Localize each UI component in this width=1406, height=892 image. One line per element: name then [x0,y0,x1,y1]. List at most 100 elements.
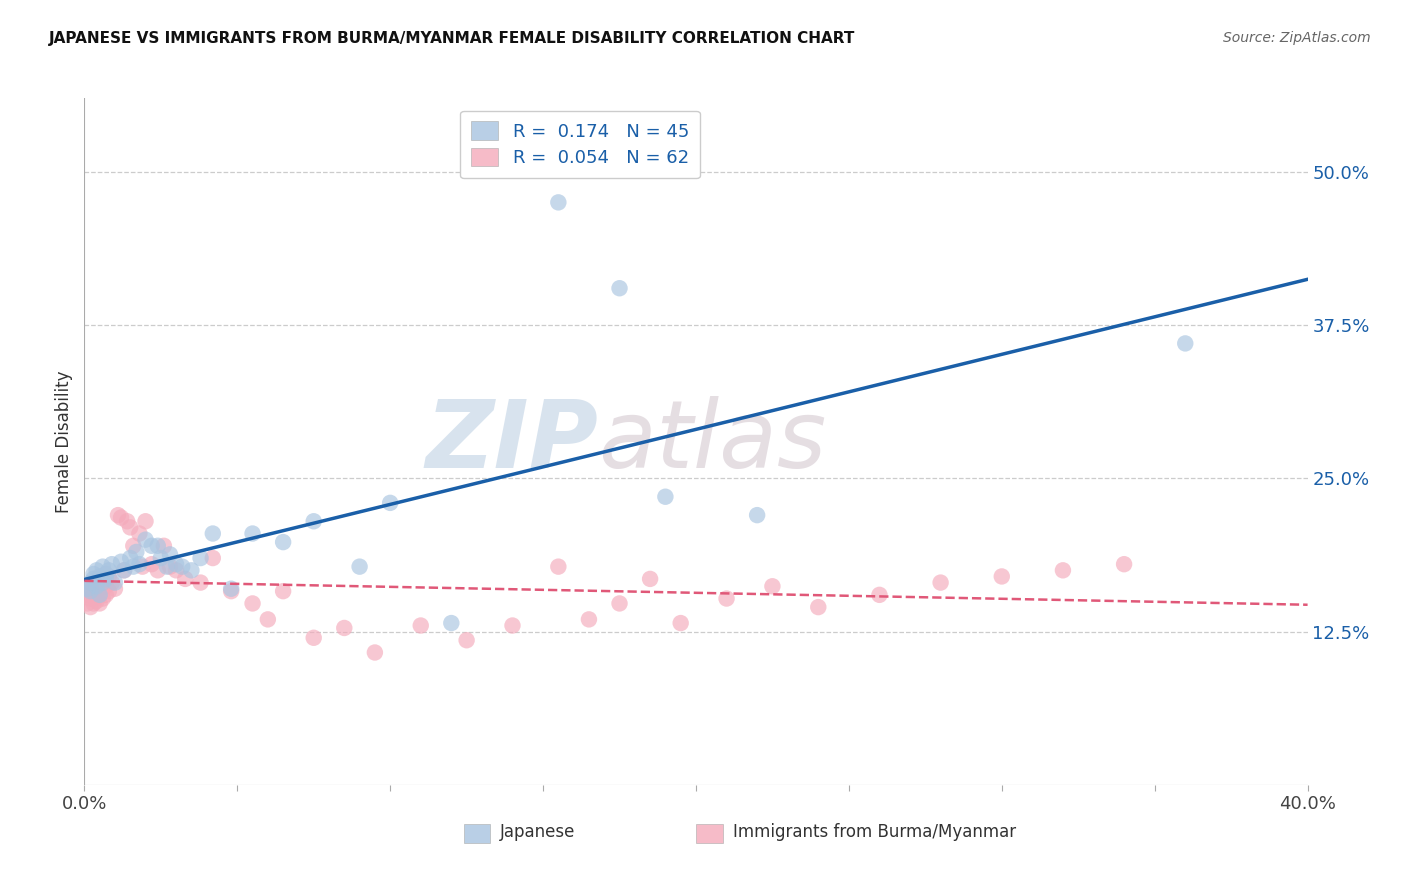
Point [79,575,101,590]
Point [79,591,101,606]
Text: JAPANESE VS IMMIGRANTS FROM BURMA/MYANMAR FEMALE DISABILITY CORRELATION CHART: JAPANESE VS IMMIGRANTS FROM BURMA/MYANMA… [49,31,856,46]
Point [180,563,202,577]
Point [364,646,387,660]
Point [242,596,264,610]
Point [172,559,194,574]
Point [94,567,117,582]
Point [91,572,114,586]
Point [654,490,676,504]
Point [86,563,108,577]
Point [165,563,187,577]
Point [128,526,150,541]
Point [609,281,631,295]
Point [89,588,111,602]
Point [333,621,356,635]
Point [89,569,111,583]
Point [190,575,212,590]
Point [149,551,172,566]
Point [146,563,169,577]
Point [76,588,98,602]
Point [135,514,157,528]
Point [174,572,197,586]
Point [190,551,212,566]
Point [1114,557,1136,572]
Point [110,555,132,569]
Point [89,588,111,602]
Point [578,612,600,626]
Point [115,514,138,528]
Text: Japanese: Japanese [501,822,575,840]
Y-axis label: Female Disability: Female Disability [55,370,73,513]
Point [991,569,1014,583]
Point [79,600,101,615]
Point [79,584,101,599]
Point [747,508,769,523]
Point [440,615,463,630]
Point [242,526,264,541]
Point [104,582,127,596]
Point [89,579,111,593]
Point [165,557,187,572]
Point [86,579,108,593]
Point [547,195,569,210]
Legend: R =  0.174   N = 45, R =  0.054   N = 62: R = 0.174 N = 45, R = 0.054 N = 62 [460,111,700,178]
Point [122,559,145,574]
FancyBboxPatch shape [464,824,491,843]
Point [716,591,738,606]
Point [761,579,783,593]
Point [271,584,294,599]
Text: ZIP: ZIP [425,395,598,488]
Point [380,496,402,510]
Point [86,584,108,599]
Text: atlas: atlas [598,396,827,487]
Point [83,596,105,610]
Point [156,559,179,574]
Point [638,572,661,586]
Point [1052,563,1074,577]
Point [302,631,325,645]
Point [91,575,114,590]
Point [83,567,105,582]
FancyBboxPatch shape [696,824,723,843]
Point [159,548,181,562]
Point [456,633,478,648]
Point [125,545,148,559]
Point [219,582,242,596]
Point [94,579,117,593]
Point [94,588,117,602]
Point [219,584,242,599]
Point [110,510,132,524]
Point [86,575,108,590]
Point [271,535,294,549]
Point [1174,336,1197,351]
Point [83,572,105,586]
Point [94,572,117,586]
Point [502,618,524,632]
Point [153,539,176,553]
Point [807,600,830,615]
Point [141,557,163,572]
Text: Immigrants from Burma/Myanmar: Immigrants from Burma/Myanmar [733,822,1015,840]
Point [349,559,371,574]
Point [91,559,114,574]
Point [101,575,124,590]
Point [91,591,114,606]
Point [86,594,108,608]
Point [159,559,181,574]
Point [76,582,98,596]
Point [869,588,891,602]
Point [201,526,224,541]
Point [141,539,163,553]
Point [79,582,101,596]
Point [146,539,169,553]
Point [128,557,150,572]
Point [120,551,142,566]
Point [257,612,280,626]
Point [97,584,120,599]
Point [120,520,142,534]
Point [107,508,129,523]
Point [135,533,157,547]
Point [609,596,631,610]
Point [112,563,135,577]
Point [131,559,153,574]
